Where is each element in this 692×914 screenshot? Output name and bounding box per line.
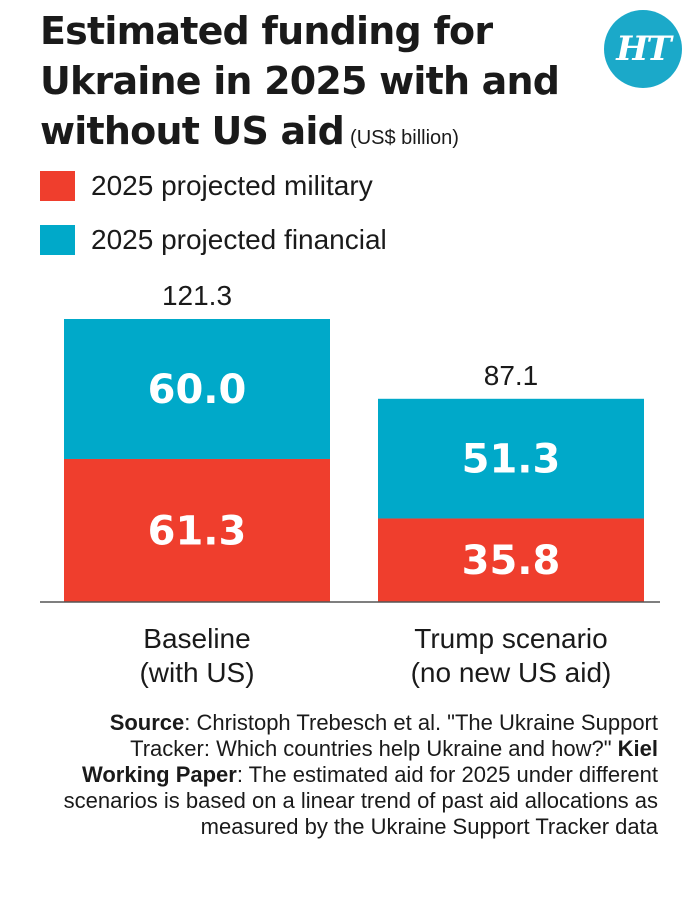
legend-item-military: 2025 projected military — [40, 170, 373, 202]
source-label: Source — [109, 710, 185, 735]
legend-swatch-military — [40, 171, 75, 201]
data-label-military-0: 61.3 — [148, 508, 247, 554]
bar-military-1 — [378, 518, 644, 602]
category-label-1-0: Trump scenario — [414, 623, 607, 654]
legend-item-financial: 2025 projected financial — [40, 224, 387, 256]
source-text-1: : Christoph Trebesch et al. "The Ukraine… — [130, 710, 658, 761]
bar-financial-0 — [64, 319, 330, 459]
chart-title: Estimated funding for Ukraine in 2025 wi… — [40, 6, 600, 163]
category-label-0-1: (with US) — [139, 657, 254, 688]
legend-swatch-financial — [40, 225, 75, 255]
bar-financial-1 — [378, 398, 644, 519]
data-label-military-1: 35.8 — [462, 538, 561, 584]
source-text-2: : The estimated aid for 2025 under diffe… — [63, 762, 658, 839]
unit-label: (US$ billion) — [350, 127, 459, 149]
total-label-1: 87.1 — [484, 360, 539, 391]
bar-military-0 — [64, 458, 330, 602]
data-label-financial-0: 60.0 — [148, 367, 247, 413]
stacked-bar-chart: 61.3 60.0 121.3 Baseline(with US) 35.8 51.3 87… — [40, 280, 660, 688]
source-note: Source: Christoph Trebesch et al. "The U… — [40, 710, 658, 840]
logo-text: HT — [616, 29, 671, 69]
category-label-0-0: Baseline — [143, 623, 250, 654]
ht-logo: HT — [604, 10, 682, 88]
title-text: Estimated funding for Ukraine in 2025 wi… — [40, 9, 560, 153]
source-paper: Kiel Working Paper — [82, 736, 658, 787]
legend-label-financial: 2025 projected financial — [91, 224, 387, 255]
legend-label-military: 2025 projected military — [91, 170, 373, 201]
data-label-financial-1: 51.3 — [462, 437, 561, 483]
category-label-1-1: (no new US aid) — [411, 657, 612, 688]
total-label-0: 121.3 — [162, 280, 232, 311]
